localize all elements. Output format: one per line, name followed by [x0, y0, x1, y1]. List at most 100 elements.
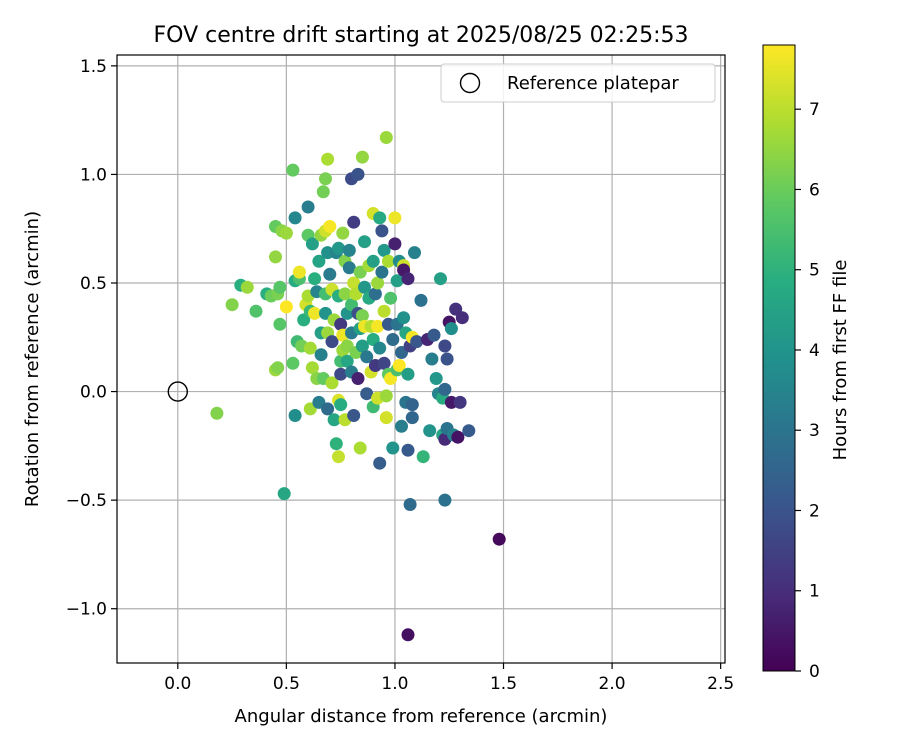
- data-point: [453, 395, 467, 409]
- grid: [117, 55, 725, 663]
- data-point: [269, 250, 282, 264]
- data-point: [434, 272, 447, 286]
- data-point: [240, 280, 254, 294]
- data-point: [288, 211, 302, 225]
- data-point: [401, 628, 415, 642]
- data-point: [451, 430, 465, 444]
- data-point: [384, 291, 398, 305]
- data-point: [319, 172, 332, 186]
- data-point: [308, 272, 322, 286]
- data-point: [332, 241, 345, 255]
- data-point: [373, 211, 387, 225]
- data-point: [379, 131, 393, 144]
- data-point: [386, 441, 400, 455]
- data-point: [325, 335, 339, 349]
- x-tick-label: 1.0: [381, 674, 408, 694]
- data-point: [492, 532, 506, 546]
- y-tick-label: −0.5: [66, 491, 107, 511]
- data-point: [355, 309, 369, 323]
- data-point: [355, 339, 369, 353]
- data-point: [340, 354, 354, 368]
- data-point: [358, 280, 371, 294]
- data-point: [381, 254, 395, 268]
- data-point: [408, 246, 421, 260]
- data-point: [305, 361, 319, 375]
- data-point: [416, 450, 430, 464]
- x-tick-label: 0.5: [273, 674, 300, 694]
- data-point: [316, 185, 330, 199]
- data-point: [225, 298, 239, 312]
- data-point: [279, 300, 293, 314]
- data-point: [375, 265, 389, 279]
- data-point: [288, 409, 302, 422]
- data-point: [438, 339, 452, 353]
- y-tick-label: 0.5: [80, 274, 107, 294]
- data-point: [379, 411, 393, 425]
- data-point: [351, 372, 365, 385]
- data-point: [403, 498, 417, 511]
- scatter-points: [210, 131, 506, 642]
- data-point: [327, 413, 341, 427]
- data-point: [292, 265, 306, 279]
- colorbar-ticks: 0 1 2 3 4 5 6 7: [795, 100, 820, 682]
- data-point: [273, 317, 287, 331]
- reference-platepar-marker: [167, 381, 189, 402]
- data-point: [371, 319, 385, 333]
- data-point: [273, 280, 287, 294]
- data-point: [334, 367, 348, 381]
- data-point: [329, 437, 343, 451]
- colorbar-tick-label: 5: [809, 261, 820, 281]
- data-point: [342, 243, 356, 257]
- data-point: [444, 322, 458, 336]
- y-tick-label: 1.0: [80, 165, 107, 185]
- data-point: [438, 493, 452, 507]
- data-point: [386, 333, 400, 346]
- data-point: [371, 276, 385, 290]
- data-point: [353, 441, 367, 455]
- data-point: [301, 200, 315, 214]
- data-point: [377, 356, 391, 370]
- data-point: [401, 367, 415, 381]
- colorbar-tick-label: 4: [809, 341, 820, 361]
- data-point: [347, 215, 361, 229]
- reference-layer: [167, 381, 189, 402]
- colorbar-tick-label: 2: [809, 501, 820, 521]
- data-point: [323, 220, 337, 233]
- data-point: [377, 243, 391, 257]
- colorbar-tick-label: 3: [809, 421, 820, 441]
- x-axis-label: Angular distance from reference (arcmin): [235, 706, 608, 727]
- plot-frame: [116, 54, 726, 664]
- data-point: [342, 261, 356, 275]
- data-point: [392, 359, 406, 372]
- data-point: [401, 272, 415, 286]
- data-point: [321, 402, 335, 416]
- colorbar-tick-label: 7: [809, 100, 820, 120]
- x-tick-label: 2.5: [707, 674, 734, 694]
- data-point: [358, 235, 371, 249]
- colorbar-label: Hours from first FF file: [830, 260, 851, 461]
- data-point: [429, 372, 443, 385]
- data-point: [347, 409, 361, 422]
- data-point: [336, 226, 350, 240]
- data-point: [314, 348, 328, 362]
- y-axis-label: Rotation from reference (arcmin): [22, 211, 43, 507]
- data-point: [373, 456, 387, 470]
- legend-box: [440, 63, 716, 103]
- data-point: [405, 398, 419, 412]
- legend-marker-open-circle: [459, 72, 481, 94]
- colorbar: 0 1 2 3 4 5 6 7 Hours from first FF file: [762, 44, 851, 682]
- data-point: [455, 311, 469, 325]
- data-point: [334, 398, 348, 412]
- data-point: [440, 352, 454, 366]
- y-tick-label: 1.5: [80, 57, 107, 77]
- data-point: [249, 304, 263, 318]
- data-point: [271, 361, 285, 375]
- data-point: [332, 450, 345, 464]
- data-point: [375, 224, 389, 238]
- data-point: [321, 152, 335, 166]
- data-point: [397, 311, 411, 325]
- y-axis-ticks: −1.0 −0.5 0.0 0.5 1.0 1.5: [66, 57, 117, 620]
- data-point: [410, 335, 424, 349]
- data-point: [360, 387, 374, 401]
